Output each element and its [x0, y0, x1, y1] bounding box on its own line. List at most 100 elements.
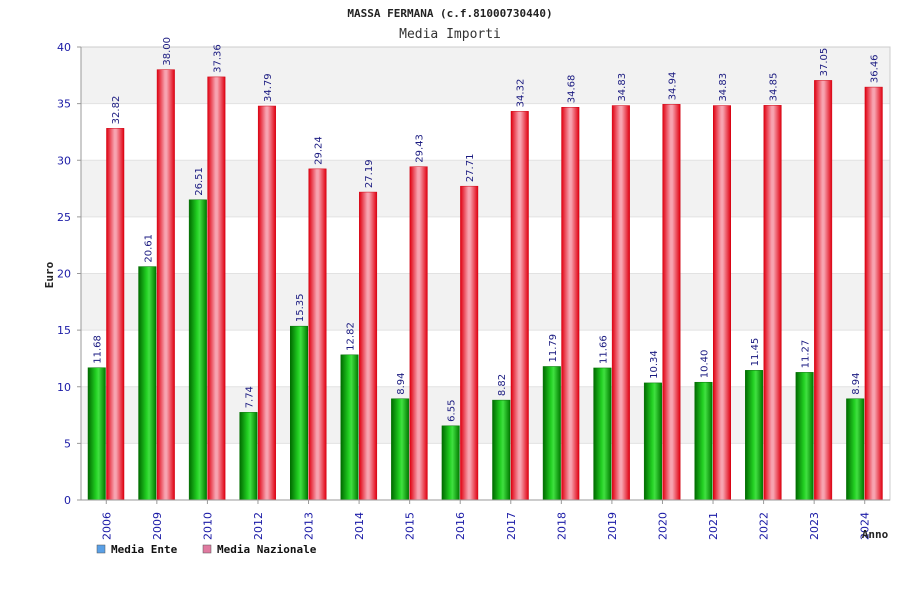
bar-media-nazionale: [713, 105, 731, 501]
bar-value-label: 11.79: [548, 334, 559, 363]
bar-media-ente: [643, 382, 662, 501]
bar-value-label: 36.46: [870, 54, 881, 83]
bar-media-nazionale: [561, 106, 580, 501]
bar-value-label: 11.68: [93, 335, 104, 364]
bar-media-ente: [795, 372, 814, 501]
x-tick-label: 2020: [656, 512, 669, 540]
bar-media-nazionale: [662, 104, 681, 501]
bar-value-label: 8.94: [396, 372, 407, 394]
bar-value-label: 10.40: [700, 350, 711, 379]
bar-media-nazionale: [308, 168, 327, 501]
bar-media-nazionale: [156, 69, 175, 501]
x-tick-label: 2010: [201, 512, 214, 540]
bar-media-ente: [846, 398, 865, 501]
bar-value-label: 32.82: [111, 96, 122, 125]
bar-media-ente: [138, 266, 157, 501]
y-axis: 0 5 10 15 20 25 30 35 40: [57, 41, 82, 507]
bar-value-label: 11.66: [598, 335, 609, 364]
y-tick-label: 15: [57, 324, 71, 337]
x-tick-label: 2016: [454, 512, 467, 540]
bar-media-nazionale: [257, 105, 276, 501]
bar-media-nazionale: [864, 86, 883, 501]
y-axis-label: Euro: [43, 261, 56, 288]
x-tick-label: 2021: [707, 512, 720, 540]
legend-label: Media Ente: [111, 543, 178, 556]
bar-media-ente: [87, 367, 106, 501]
bar-media-nazionale: [207, 76, 226, 501]
x-tick-label: 2024: [859, 512, 872, 540]
x-tick-label: 2022: [758, 512, 771, 540]
bar-value-label: 34.68: [566, 75, 577, 104]
bar-value-label: 34.94: [667, 72, 678, 101]
bar-value-label: 11.27: [801, 340, 812, 369]
bar-media-ente: [694, 381, 713, 501]
bar-value-label: 12.82: [346, 322, 357, 351]
x-tick-label: 2023: [808, 512, 821, 540]
x-tick-label: 2012: [252, 512, 265, 540]
y-tick-label: 0: [64, 494, 71, 507]
bar-media-ente: [745, 370, 764, 501]
y-tick-label: 5: [64, 437, 71, 450]
bar-value-label: 38.00: [162, 37, 173, 66]
x-tick-label: 2017: [505, 512, 518, 540]
legend-label: Media Nazionale: [217, 543, 317, 556]
bar-value-label: 34.85: [769, 73, 780, 102]
bar-value-label: 29.24: [314, 136, 325, 165]
bar-media-nazionale: [763, 105, 782, 501]
legend: Media Ente Media Nazionale: [96, 543, 317, 556]
bar-value-label: 20.61: [143, 234, 154, 263]
bar-value-label: 15.35: [295, 294, 306, 323]
bar-media-ente: [593, 367, 612, 501]
bar-value-label: 37.05: [819, 48, 830, 77]
bar-media-ente: [441, 425, 460, 501]
bar-value-label: 34.79: [263, 73, 274, 102]
bar-media-nazionale: [359, 191, 378, 501]
x-tick-label: 2014: [353, 512, 366, 540]
y-tick-label: 40: [57, 41, 71, 54]
bar-value-label: 6.55: [447, 400, 458, 422]
bar-value-label: 26.51: [194, 167, 205, 196]
y-tick-label: 10: [57, 381, 71, 394]
bar-media-nazionale: [814, 80, 833, 501]
bar-media-nazionale: [460, 185, 479, 501]
bar-value-label: 34.83: [617, 73, 628, 102]
bar-value-label: 8.82: [497, 374, 508, 396]
legend-swatch: [96, 544, 106, 554]
bar-value-label: 34.32: [516, 79, 527, 108]
bar-value-label: 27.19: [364, 159, 375, 188]
bar-media-ente: [290, 325, 308, 501]
bar-value-label: 8.94: [851, 372, 862, 394]
bar-media-nazionale: [106, 128, 125, 501]
x-axis: 2006 2009 2010 2012 2013 2014 2015 2016 2017 2018…: [81, 499, 890, 540]
bars: [87, 69, 883, 501]
x-tick-label: 2019: [606, 512, 619, 540]
chart-subtitle: Media Importi: [399, 27, 501, 42]
bar-media-nazionale: [611, 105, 630, 501]
bar-media-ente: [492, 399, 511, 501]
bar-value-label: 10.34: [649, 350, 660, 379]
data-labels: 11.68 32.82 20.61 38.00 26.51 37.36 7.74 34.79 1…: [93, 37, 881, 422]
bar-media-ente: [188, 199, 207, 501]
x-tick-label: 2015: [404, 512, 417, 540]
bar-media-ente: [542, 366, 561, 501]
bar-value-label: 29.43: [415, 134, 426, 163]
bar-media-ente: [391, 398, 410, 501]
legend-swatch: [202, 544, 212, 554]
bar-value-label: 34.83: [718, 73, 729, 102]
x-axis-label: Anno: [862, 528, 889, 541]
x-tick-label: 2009: [151, 512, 164, 540]
y-tick-label: 20: [57, 268, 71, 281]
bar-value-label: 11.45: [750, 338, 761, 367]
bar-media-ente: [340, 354, 359, 501]
y-tick-label: 35: [57, 98, 71, 111]
bar-media-nazionale: [510, 111, 529, 501]
bar-value-label: 37.36: [212, 44, 223, 73]
x-tick-label: 2013: [303, 512, 316, 540]
bar-media-ente: [239, 412, 258, 501]
bar-value-label: 7.74: [244, 386, 255, 408]
x-tick-label: 2018: [555, 512, 568, 540]
chart-title: MASSA FERMANA (c.f.81000730440): [347, 7, 552, 20]
bar-value-label: 27.71: [465, 154, 476, 183]
y-tick-label: 25: [57, 211, 71, 224]
